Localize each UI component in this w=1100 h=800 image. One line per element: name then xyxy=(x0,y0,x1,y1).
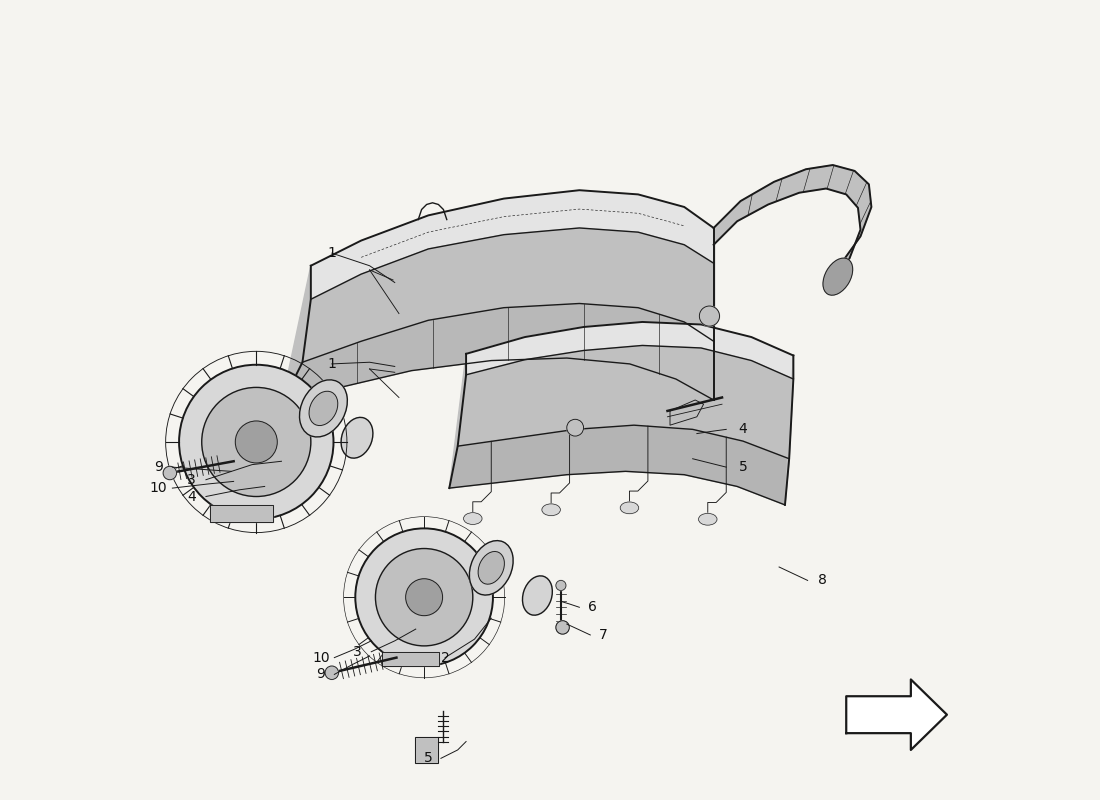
Ellipse shape xyxy=(698,514,717,525)
Ellipse shape xyxy=(566,419,584,436)
Polygon shape xyxy=(282,303,714,404)
Text: 3: 3 xyxy=(353,645,362,658)
Text: 5: 5 xyxy=(738,460,747,474)
Polygon shape xyxy=(302,228,714,362)
Text: 3: 3 xyxy=(187,473,196,486)
Ellipse shape xyxy=(556,581,565,590)
Ellipse shape xyxy=(522,576,552,615)
Text: 4: 4 xyxy=(738,422,747,436)
Polygon shape xyxy=(670,400,704,425)
Ellipse shape xyxy=(542,504,560,516)
Text: 5: 5 xyxy=(424,751,432,766)
Polygon shape xyxy=(282,266,311,404)
Ellipse shape xyxy=(700,306,719,326)
Text: 4: 4 xyxy=(187,490,196,503)
Text: 1: 1 xyxy=(328,246,337,260)
Polygon shape xyxy=(449,354,466,488)
Polygon shape xyxy=(382,652,439,666)
Polygon shape xyxy=(210,505,273,522)
Ellipse shape xyxy=(823,258,852,295)
Ellipse shape xyxy=(201,387,311,497)
Polygon shape xyxy=(714,165,871,288)
Text: 7: 7 xyxy=(598,628,607,642)
Ellipse shape xyxy=(179,365,333,519)
Text: 8: 8 xyxy=(818,574,827,587)
Polygon shape xyxy=(458,346,793,458)
Ellipse shape xyxy=(375,549,473,646)
Ellipse shape xyxy=(463,513,482,525)
Ellipse shape xyxy=(163,466,177,480)
Text: 10: 10 xyxy=(150,481,167,495)
Text: 9: 9 xyxy=(317,667,326,682)
Ellipse shape xyxy=(341,418,373,458)
Polygon shape xyxy=(449,425,789,505)
Ellipse shape xyxy=(326,666,339,679)
Polygon shape xyxy=(846,679,947,750)
Text: 6: 6 xyxy=(587,600,596,614)
Ellipse shape xyxy=(235,421,277,463)
Text: 9: 9 xyxy=(154,460,163,474)
Ellipse shape xyxy=(620,502,639,514)
Text: 2: 2 xyxy=(441,650,450,665)
Ellipse shape xyxy=(299,380,348,437)
Bar xyxy=(415,737,439,763)
Polygon shape xyxy=(466,322,793,379)
Ellipse shape xyxy=(355,528,493,666)
Ellipse shape xyxy=(478,551,505,584)
Text: 1: 1 xyxy=(328,357,337,371)
Bar xyxy=(415,737,439,763)
Ellipse shape xyxy=(309,391,338,426)
Polygon shape xyxy=(785,355,793,505)
Ellipse shape xyxy=(406,578,442,616)
Text: 10: 10 xyxy=(312,650,330,665)
Polygon shape xyxy=(311,190,714,299)
Ellipse shape xyxy=(470,541,513,595)
Ellipse shape xyxy=(556,621,570,634)
